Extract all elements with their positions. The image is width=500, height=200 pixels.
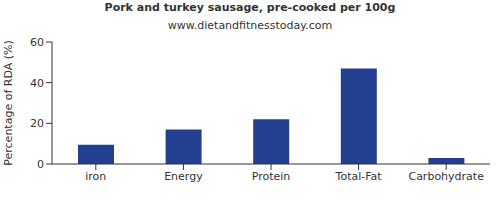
svg-text:iron: iron bbox=[85, 170, 106, 183]
svg-text:Carbohydrate: Carbohydrate bbox=[408, 170, 484, 183]
svg-text:0: 0 bbox=[37, 158, 44, 171]
svg-text:60: 60 bbox=[30, 36, 44, 49]
svg-text:Protein: Protein bbox=[252, 170, 291, 183]
svg-text:Percentage of RDA (%): Percentage of RDA (%) bbox=[8, 40, 15, 165]
svg-text:Total-Fat: Total-Fat bbox=[335, 170, 383, 183]
html-text:Pork and turkey sausage, pre-c: Pork and turkey sausage, pre-cooked per … bbox=[104, 1, 396, 14]
html-text:www.dietandfitnesstoday.com: www.dietandfitnesstoday.com bbox=[167, 19, 333, 32]
svg-text:20: 20 bbox=[30, 117, 44, 130]
svg-text:40: 40 bbox=[30, 77, 44, 90]
svg-text:Energy: Energy bbox=[164, 170, 203, 183]
